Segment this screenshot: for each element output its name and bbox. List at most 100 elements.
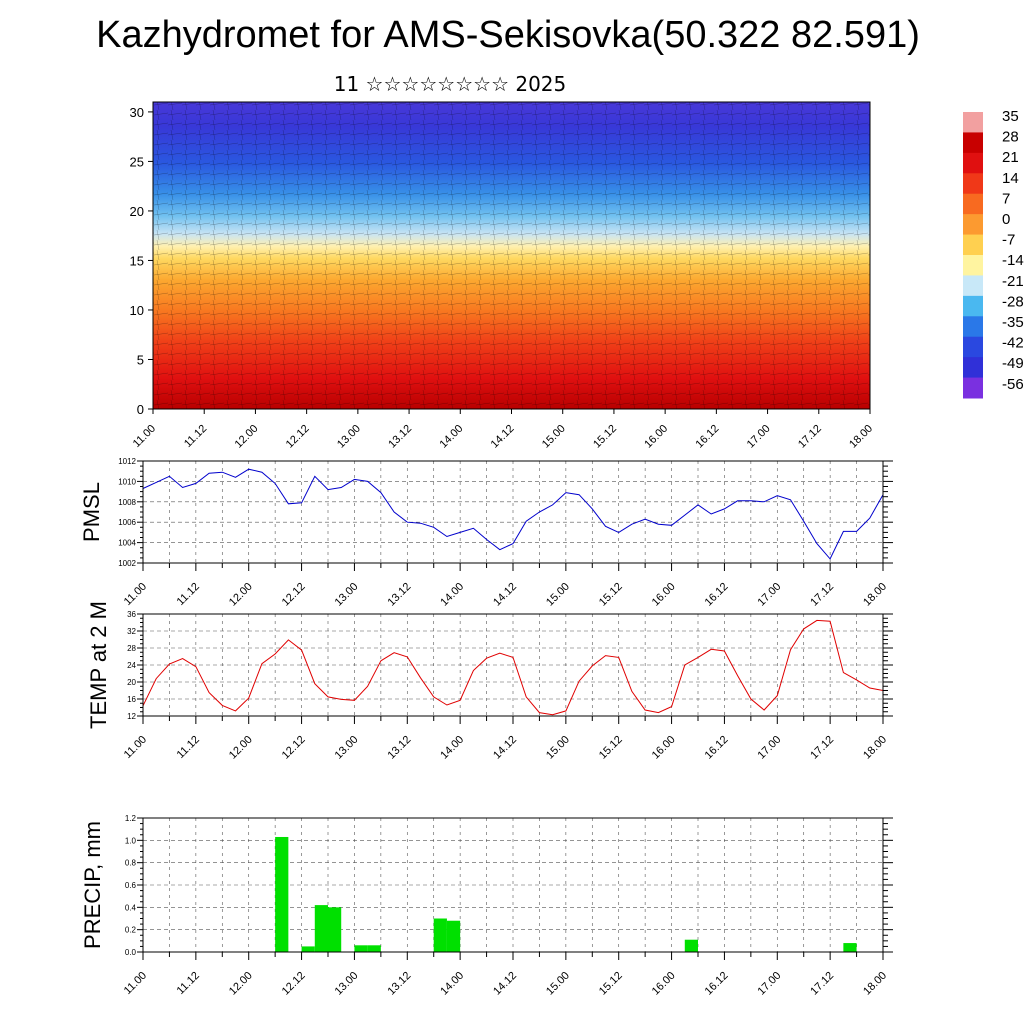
- colorbar-swatch: [963, 234, 983, 256]
- pmsl-x-tick-label: 11.00: [122, 581, 149, 608]
- temp-2m-y-tick-label: 16: [127, 695, 136, 704]
- temp-2m-frame: [142, 613, 884, 717]
- temp-2m-x-tick-label: 14.00: [438, 734, 466, 762]
- temp-2m-series-line: [142, 619, 884, 716]
- colorbar-swatch: [963, 255, 983, 276]
- precip-bar: [433, 918, 447, 952]
- precip-frame: [142, 817, 884, 953]
- heatmap-y-tick-label: 15: [130, 253, 144, 268]
- precip-x-tick-label: 13.12: [385, 970, 413, 998]
- colorbar-label: 0: [1002, 211, 1010, 228]
- temp-panel: 12 16 20 24 28 32 36 11.00 11.12 12.00 12.12 13.00 1…: [86, 601, 893, 762]
- colorbar: 35 28 21 14 7 0 -7 -14 -21 -28 -35 -42 -49 -56: [963, 108, 1024, 399]
- precip-x-tick-label: 14.00: [438, 970, 466, 998]
- precip-bar: [684, 939, 698, 952]
- temp-2m-x-tick-label: 18.00: [861, 734, 889, 762]
- temp-2m-x-tick-label: 13.00: [333, 734, 361, 762]
- page-title: Kazhydromet for AMS-Sekisovka(50.322 82.…: [96, 14, 920, 56]
- heatmap-x-tick-label: 11.12: [182, 423, 209, 450]
- wind-barb-pattern: [153, 102, 870, 409]
- heatmap-x-tick-label: 15.12: [591, 423, 619, 451]
- heatmap-x-tick-label: 16.00: [642, 423, 670, 451]
- precip-panel: 0.0 0.2 0.4 0.6 0.8 1.0 1.2 11.00 11.12 12.00 12.1…: [80, 814, 893, 998]
- precip-x-tick-label: 14.12: [491, 970, 519, 998]
- pmsl-x-tick-label: 14.00: [438, 581, 466, 609]
- precip-x-tick-label: 12.00: [227, 970, 255, 998]
- heatmap-panel: 0 5 10 15 20 25 30 11.00 11.12 12.00 12.12 13.00 13.…: [130, 101, 875, 451]
- precip-bar: [843, 943, 857, 952]
- heatmap-y-tick-label: 30: [130, 105, 144, 120]
- colorbar-swatch: [963, 357, 983, 379]
- precip-x-tick-label: 12.12: [280, 970, 308, 998]
- temp-2m-y-tick-label: 24: [127, 661, 136, 670]
- colorbar-swatch: [963, 336, 983, 358]
- colorbar-label: 21: [1002, 149, 1019, 166]
- heatmap-x-tick-label: 17.00: [745, 423, 773, 451]
- temp-2m-x-tick-label: 15.12: [597, 734, 625, 762]
- pmsl-x-tick-label: 12.12: [280, 581, 308, 609]
- precip-y-tick-label: 0.8: [125, 859, 137, 868]
- temp-2m-x-tick-label: 15.00: [544, 734, 572, 762]
- precip-x-tick-label: 16.12: [703, 970, 731, 998]
- colorbar-label: 28: [1002, 129, 1019, 146]
- colorbar-label: -42: [1002, 335, 1024, 352]
- pmsl-x-tick-label: 15.00: [544, 581, 572, 609]
- wind-barbs: [153, 102, 870, 409]
- temp-2m-y-tick-label: 36: [127, 610, 136, 619]
- precip-bar: [367, 945, 381, 952]
- precip-x-tick-label: 18.00: [861, 970, 889, 998]
- colorbar-label: -56: [1002, 376, 1024, 393]
- precip-x-tick-label: 16.00: [650, 970, 678, 998]
- pmsl-y-tick-label: 1008: [118, 498, 136, 507]
- pmsl-x-tick-label: 17.12: [808, 581, 836, 609]
- precip-y-tick-label: 0.4: [125, 903, 137, 912]
- heatmap-y-tick-label: 5: [137, 352, 144, 367]
- pmsl-y-tick-label: 1006: [118, 518, 136, 527]
- colorbar-swatch: [963, 295, 983, 317]
- temp-2m-y-tick-label: 32: [127, 627, 136, 636]
- colorbar-label: 7: [1002, 190, 1010, 207]
- heatmap-x-tick-label: 16.12: [694, 423, 722, 451]
- pmsl-x-tick-label: 16.12: [703, 581, 731, 609]
- temp-2m-x-tick-label: 12.12: [280, 734, 308, 762]
- heatmap-x-tick-label: 17.12: [796, 423, 824, 451]
- page-subtitle: 11 ☆☆☆☆☆☆☆☆ 2025: [333, 72, 567, 96]
- colorbar-swatch: [963, 173, 983, 195]
- pmsl-x-tick-label: 13.00: [333, 581, 361, 609]
- colorbar-swatch: [963, 316, 983, 338]
- colorbar-swatch: [963, 132, 983, 154]
- colorbar-swatch: [963, 152, 983, 174]
- colorbar-swatch: [963, 377, 983, 399]
- precip-x-tick-label: 11.00: [122, 970, 149, 997]
- heatmap-x-tick-label: 12.00: [233, 423, 261, 451]
- colorbar-swatch: [963, 193, 983, 215]
- precip-x-tick-label: 13.00: [333, 970, 361, 998]
- precip-bar: [301, 946, 315, 952]
- heatmap-y-tick-label: 10: [130, 303, 144, 318]
- precip-y-tick-label: 1.0: [125, 836, 137, 845]
- colorbar-swatch: [963, 275, 983, 297]
- heatmap-x-tick-label: 15.00: [540, 423, 568, 451]
- pmsl-x-tick-label: 11.12: [175, 581, 202, 608]
- colorbar-swatch: [963, 112, 983, 133]
- precip-bar: [354, 945, 368, 952]
- colorbar-label: -28: [1002, 293, 1024, 310]
- temp-2m-x-tick-label: 17.12: [808, 734, 836, 762]
- pmsl-x-tick-label: 16.00: [650, 581, 678, 609]
- heatmap-x-tick-label: 12.12: [284, 423, 312, 451]
- pmsl-y-tick-label: 1002: [118, 559, 136, 568]
- colorbar-label: -21: [1002, 273, 1024, 290]
- heatmap-y-tick-label: 0: [137, 402, 144, 417]
- temp-2m-x-tick-label: 17.00: [755, 734, 783, 762]
- colorbar-label: -49: [1002, 355, 1024, 372]
- heatmap-x-tick-label: 13.00: [335, 423, 363, 451]
- heatmap-x-tick-label: 18.00: [847, 423, 875, 451]
- pmsl-x-tick-label: 13.12: [385, 581, 413, 609]
- precip-y-tick-label: 0.0: [125, 948, 137, 957]
- colorbar-label: -14: [1002, 252, 1024, 269]
- precip-bar: [328, 907, 342, 952]
- colorbar-label: 14: [1002, 170, 1019, 187]
- pmsl-y-tick-label: 1012: [118, 457, 136, 466]
- precip-y-tick-label: 0.2: [125, 926, 137, 935]
